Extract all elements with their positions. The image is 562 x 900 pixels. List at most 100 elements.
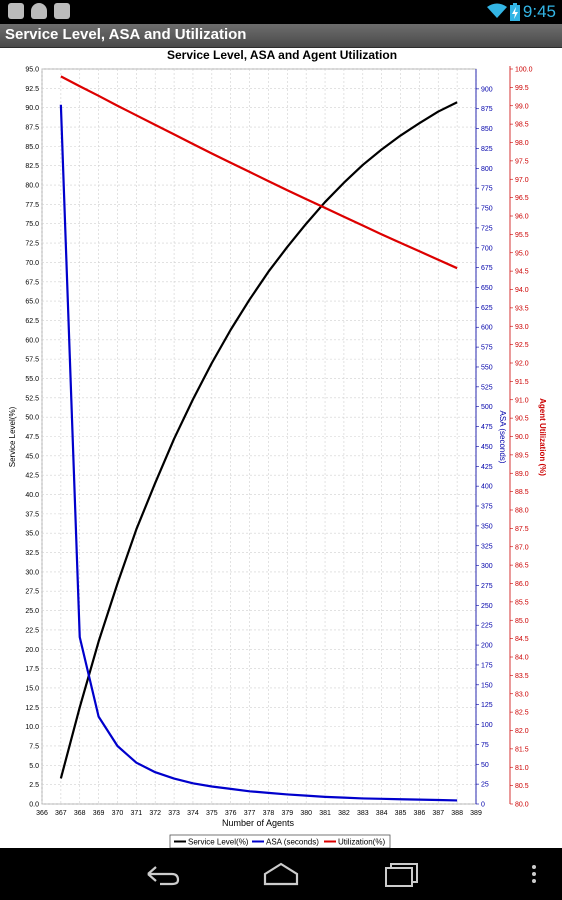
chart-grid [41,68,477,805]
download-icon [54,3,70,19]
left-tick-label: 30.0 [25,569,39,576]
back-button[interactable] [140,860,184,888]
util-tick-label: 90.0 [515,434,529,441]
util-tick-label: 86.5 [515,563,529,570]
asa-tick-label: 500 [481,404,493,411]
x-tick-label: 370 [112,810,124,817]
clock-time: 9:45 [522,2,556,21]
app-title-bar: Service Level, ASA and Utilization [0,24,562,48]
x-tick-label: 382 [338,810,350,817]
overflow-menu-button[interactable] [522,860,546,888]
x-tick-label: 369 [93,810,105,817]
util-tick-label: 80.0 [515,802,529,809]
x-tick-label: 368 [74,810,86,817]
asa-tick-label: 750 [481,206,493,213]
util-tick-label: 83.0 [515,691,529,698]
left-tick-label: 0.0 [29,802,39,809]
util-tick-label: 87.0 [515,544,529,551]
asa-tick-label: 550 [481,364,493,371]
left-tick-label: 90.0 [25,105,39,112]
util-tick-label: 83.5 [515,673,529,680]
left-tick-label: 82.5 [25,163,39,170]
left-tick-label: 47.5 [25,434,39,441]
left-tick-label: 85.0 [25,144,39,151]
left-tick-label: 67.5 [25,279,39,286]
asa-tick-label: 575 [481,345,493,352]
util-tick-label: 90.5 [515,416,529,423]
asa-tick-label: 825 [481,146,493,153]
asa-axis-label: ASA (seconds) [498,411,507,464]
left-tick-label: 2.5 [29,782,39,789]
util-tick-label: 81.0 [515,765,529,772]
x-tick-label: 380 [300,810,312,817]
legend-utilization: Utilization(%) [338,838,385,847]
chart-legend: Service Level(%) ASA (seconds) Utilizati… [169,834,391,849]
util-tick-label: 95.5 [515,232,529,239]
left-tick-label: 15.0 [25,685,39,692]
asa-tick-label: 600 [481,325,493,332]
asa-line [59,104,458,802]
left-tick-label: 95.0 [25,67,39,74]
x-tick-label: 388 [451,810,463,817]
left-tick-label: 80.0 [25,183,39,190]
asa-tick-label: 425 [481,464,493,471]
x-axis-label: Number of Agents [222,818,295,828]
asa-tick-label: 325 [481,543,493,550]
util-tick-label: 86.0 [515,581,529,588]
home-button[interactable] [259,860,303,888]
left-tick-label: 55.0 [25,376,39,383]
left-tick-label: 42.5 [25,473,39,480]
left-tick-label: 7.5 [29,743,39,750]
util-tick-label: 91.5 [515,379,529,386]
asa-tick-label: 800 [481,166,493,173]
left-tick-label: 70.0 [25,260,39,267]
service-level-line [59,101,458,779]
util-tick-label: 80.5 [515,783,529,790]
util-tick-label: 98.0 [515,140,529,147]
left-tick-label: 22.5 [25,627,39,634]
util-tick-label: 99.0 [515,103,529,110]
left-tick-label: 62.5 [25,318,39,325]
app-title: Service Level, ASA and Utilization [5,26,247,43]
x-tick-label: 373 [168,810,180,817]
asa-tick-label: 875 [481,106,493,113]
x-tick-label: 366 [36,810,48,817]
x-tick-label: 377 [244,810,256,817]
asa-tick-label: 175 [481,662,493,669]
left-tick-label: 12.5 [25,705,39,712]
left-tick-label: 5.0 [29,763,39,770]
util-tick-label: 93.0 [515,324,529,331]
x-tick-label: 386 [414,810,426,817]
left-tick-label: 57.5 [25,357,39,364]
util-tick-label: 89.0 [515,471,529,478]
asa-tick-label: 375 [481,504,493,511]
recent-apps-button[interactable] [379,860,423,888]
util-tick-label: 95.0 [515,250,529,257]
left-tick-label: 17.5 [25,666,39,673]
left-tick-label: 45.0 [25,453,39,460]
left-tick-label: 10.0 [25,724,39,731]
util-tick-label: 98.5 [515,122,529,129]
x-tick-label: 376 [225,810,237,817]
asa-tick-label: 75 [481,742,489,749]
asa-tick-label: 625 [481,305,493,312]
util-axis-label: Agent Utilization (%) [538,398,547,476]
left-tick-label: 25.0 [25,608,39,615]
util-tick-label: 99.5 [515,85,529,92]
asa-tick-label: 525 [481,384,493,391]
asa-tick-label: 675 [481,265,493,272]
left-tick-label: 77.5 [25,202,39,209]
asa-tick-label: 900 [481,86,493,93]
left-tick-label: 32.5 [25,550,39,557]
util-tick-label: 82.0 [515,728,529,735]
left-axis-label: Service Level(%) [8,406,17,467]
asa-tick-label: 225 [481,623,493,630]
util-tick-label: 93.5 [515,305,529,312]
util-tick-label: 84.0 [515,655,529,662]
left-tick-label: 40.0 [25,492,39,499]
utilization-line [60,75,458,270]
chart-title: Service Level, ASA and Agent Utilization [167,48,397,62]
left-tick-label: 35.0 [25,531,39,538]
chart-area: Service Level, ASA and Agent Utilization… [0,48,562,849]
asa-tick-label: 200 [481,643,493,650]
